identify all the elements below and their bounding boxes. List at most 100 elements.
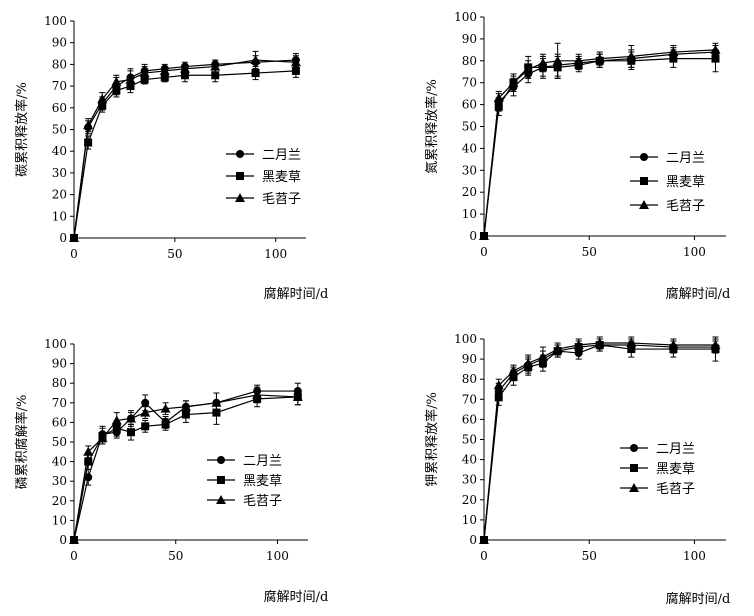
data-point-square xyxy=(640,177,648,185)
y-tick-label: 100 xyxy=(44,337,67,351)
series-triangle xyxy=(479,336,721,544)
legend-entry: 毛苕子 xyxy=(620,482,695,497)
y-tick-label: 90 xyxy=(462,352,477,366)
data-point-triangle xyxy=(552,344,563,354)
y-tick-label: 40 xyxy=(52,455,67,469)
y-tick-label: 100 xyxy=(454,332,477,346)
data-point-triangle xyxy=(668,340,679,350)
y-tick-label: 90 xyxy=(52,36,67,50)
data-point-triangle xyxy=(552,55,563,65)
chart-panel-2: 0 10 20 30 40 50 60 70 80 90 100 0 50 100 腐解时间/d 氮累积释放率… xyxy=(424,10,730,302)
legend-entry: 黑麦草 xyxy=(207,474,282,489)
data-point-triangle xyxy=(594,53,605,63)
data-point-triangle xyxy=(97,94,108,104)
data-point-triangle xyxy=(710,340,721,350)
y-tick-label: 10 xyxy=(52,209,67,223)
data-point-triangle xyxy=(69,233,79,242)
legend-label: 黑麦草 xyxy=(262,170,301,185)
legend-label: 二月兰 xyxy=(666,151,705,166)
data-point-triangle xyxy=(594,338,605,348)
legend-label: 二月兰 xyxy=(243,454,282,469)
data-point-triangle xyxy=(508,366,519,376)
legend-label: 黑麦草 xyxy=(656,462,695,477)
y-tick-label: 90 xyxy=(52,357,67,371)
legend-entry: 二月兰 xyxy=(620,442,695,457)
data-point-triangle xyxy=(160,403,171,413)
y-tick-label: 60 xyxy=(52,415,67,429)
series-triangle xyxy=(69,50,301,242)
data-point-triangle xyxy=(523,358,534,368)
x-axis-title: 腐解时间/d xyxy=(264,287,329,302)
legend-entry: 黑麦草 xyxy=(630,175,705,190)
data-point-square xyxy=(181,410,190,419)
data-point-circle xyxy=(236,150,244,158)
y-tick-label: 80 xyxy=(52,57,67,71)
y-tick-label: 50 xyxy=(52,123,67,137)
y-axis-title: 碳累积释放率/% xyxy=(14,82,30,177)
legend-entry: 毛苕子 xyxy=(207,494,282,509)
y-axis-title: 磷累积腐解率/% xyxy=(14,395,30,490)
data-point-square xyxy=(126,428,135,437)
data-point-triangle xyxy=(523,64,534,74)
y-tick-label: 10 xyxy=(462,207,477,221)
legend-label: 毛苕子 xyxy=(262,192,301,207)
y-tick-label: 60 xyxy=(462,412,477,426)
data-point-square xyxy=(84,138,93,147)
data-point-triangle xyxy=(479,231,489,240)
y-tick-label: 60 xyxy=(462,98,477,112)
y-axis-title: 钾累积释放率/% xyxy=(424,392,440,487)
data-point-triangle xyxy=(210,61,221,71)
data-point-triangle xyxy=(140,407,151,417)
x-tick-label: 0 xyxy=(480,245,488,259)
x-axis-title: 腐解时间/d xyxy=(666,592,731,607)
data-point-square xyxy=(711,54,720,63)
x-tick-label: 100 xyxy=(683,549,706,563)
y-tick-label: 0 xyxy=(59,533,67,547)
x-tick-label: 100 xyxy=(264,247,287,261)
data-point-triangle xyxy=(639,200,649,209)
y-tick-label: 30 xyxy=(52,166,67,180)
y-tick-label: 20 xyxy=(52,188,67,202)
chart-panel-3: 0 10 20 30 40 50 60 70 80 90 100 0 50 100 腐解时间/d 磷累积腐解率… xyxy=(14,337,328,605)
y-tick-label: 70 xyxy=(462,76,477,90)
y-tick-label: 20 xyxy=(52,494,67,508)
y-tick-label: 80 xyxy=(52,376,67,390)
data-point-triangle xyxy=(125,413,136,423)
y-tick-label: 30 xyxy=(52,474,67,488)
data-point-triangle xyxy=(668,47,679,57)
data-point-triangle xyxy=(508,77,519,87)
x-tick-label: 50 xyxy=(582,245,597,259)
data-point-triangle xyxy=(493,380,504,390)
data-point-circle xyxy=(640,153,648,161)
series-triangle xyxy=(69,386,303,544)
y-tick-label: 70 xyxy=(462,392,477,406)
data-point-triangle xyxy=(69,535,79,544)
legend-entry: 二月兰 xyxy=(630,151,705,166)
data-point-triangle xyxy=(111,415,122,425)
data-point-square xyxy=(180,71,189,80)
data-point-triangle xyxy=(252,389,263,399)
legend-entry: 二月兰 xyxy=(226,148,301,163)
series-triangle xyxy=(479,42,721,240)
data-point-triangle xyxy=(292,391,303,401)
data-point-triangle xyxy=(250,55,261,65)
legend-label: 毛苕子 xyxy=(656,482,695,497)
y-tick-label: 0 xyxy=(59,231,67,245)
y-tick-label: 10 xyxy=(52,513,67,527)
y-tick-label: 0 xyxy=(469,229,477,243)
data-point-square xyxy=(141,422,150,431)
legend-entry: 黑麦草 xyxy=(226,170,301,185)
data-point-triangle xyxy=(573,340,584,350)
legend-entry: 二月兰 xyxy=(207,454,282,469)
data-point-square xyxy=(236,172,244,180)
data-point-triangle xyxy=(710,44,721,54)
y-tick-label: 40 xyxy=(462,453,477,467)
chart-panel-1: 0 10 20 30 40 50 60 70 80 90 100 0 50 100 腐解时间/d 碳累积释放率… xyxy=(14,14,328,302)
data-point-triangle xyxy=(111,76,122,86)
data-point-square xyxy=(211,71,220,80)
x-axis-title: 腐解时间/d xyxy=(264,590,329,605)
data-point-square xyxy=(251,69,260,78)
y-tick-label: 50 xyxy=(462,120,477,134)
y-tick-label: 0 xyxy=(469,533,477,547)
data-point-circle xyxy=(630,444,638,452)
